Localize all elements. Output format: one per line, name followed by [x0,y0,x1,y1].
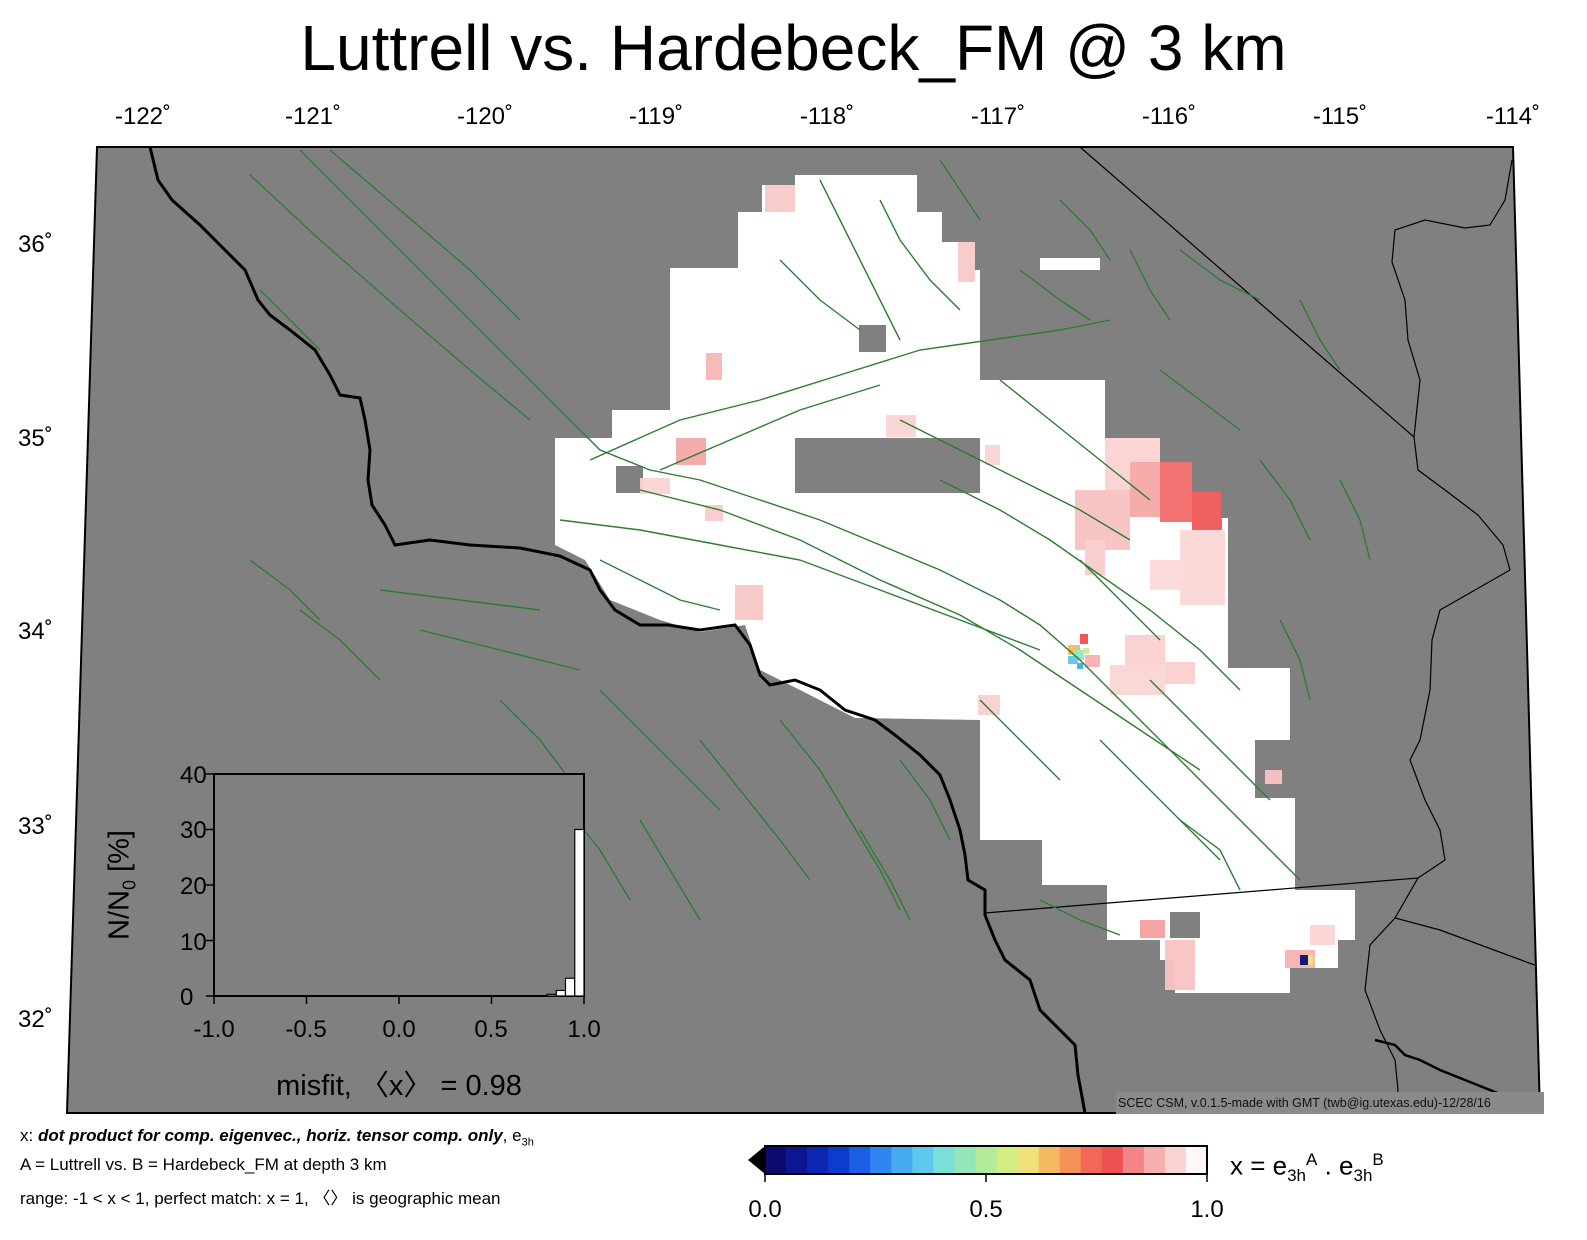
coastline [148,147,1087,1113]
histogram-bars [546,828,585,997]
histogram-bar [546,993,557,997]
lat-label-36: 36˚ [18,231,53,258]
colorbar-swatch [765,1146,787,1174]
hist-ylabel-main: N/N [103,890,136,940]
lat-label-34: 34˚ [18,618,53,645]
caption-line-3: range: -1 < x < 1, perfect match: x = 1,… [20,1189,501,1208]
hist-ytick-20: 20 [180,873,207,900]
colorbar-swatch [891,1146,913,1174]
histogram-bar [574,828,585,997]
lon-label-115: -115˚ [1312,103,1368,130]
formula-sub2: 3h [1353,1165,1373,1185]
histogram-inset [206,773,585,1004]
colorbar-swatch [828,1146,850,1174]
histogram-bar [555,989,567,997]
formula-x: x = e [1230,1150,1288,1181]
misfit-patches [640,185,1335,990]
colorbar-swatch [1017,1146,1040,1174]
colorbar-swatch [912,1146,934,1174]
caption-line-2: A = Luttrell vs. B = Hardebeck_FM at dep… [20,1155,387,1174]
caption-suffix: , e [502,1126,522,1145]
histogram-bar [564,977,576,997]
hist-xtick-1: 1.0 [567,1016,601,1043]
lon-label-121: -121˚ [284,103,342,130]
colorbar-label-05: 0.5 [969,1196,1003,1223]
colorbar-swatch [933,1146,955,1174]
formula-sub1: 3h [1287,1165,1307,1185]
colorbar-swatch [996,1146,1019,1174]
caption-prefix: x: [20,1126,38,1145]
histogram-plot-area [213,773,585,997]
lon-label-122: -122˚ [114,103,172,130]
histogram-ticks [206,773,585,1004]
no-data-block [1170,912,1200,938]
hist-xtick-05: 0.5 [474,1016,508,1043]
colorbar-swatches [765,1146,1208,1174]
lon-label-118: -118˚ [799,103,855,130]
caption-bold: dot product for comp. eigenvec., horiz. … [37,1126,503,1145]
caption-line-1: x: dot product for comp. eigenvec., hori… [20,1126,534,1148]
map-title: Luttrell vs. Hardebeck_FM @ 3 km [300,12,1287,84]
colorbar-swatch [807,1146,829,1174]
colorbar-swatch [1101,1146,1124,1174]
lon-label-117: -117˚ [970,103,1026,130]
colorbar-swatch [1143,1146,1166,1174]
hist-ylabel: N/N0 [%] [104,830,141,940]
colorbar-formula: x = e3hA . e3hB [1230,1150,1384,1186]
lat-label-35: 35˚ [18,425,53,452]
no-data-block [1040,258,1100,270]
no-data-block [980,270,1105,380]
lon-label-119: -119˚ [628,103,684,130]
colorbar-swatch [786,1146,808,1174]
no-data-block [859,325,886,352]
hist-xtick-m05: -0.5 [285,1016,327,1043]
hist-ytick-0: 0 [180,984,194,1011]
hist-ytick-40: 40 [180,762,207,789]
colorado-river [1364,159,1513,1113]
colorbar-label-1: 1.0 [1190,1196,1224,1223]
no-data-block [616,466,643,493]
colorbar-swatch [870,1146,892,1174]
formula-sup2: B [1372,1150,1384,1169]
lon-label-120: -120˚ [456,103,514,130]
colorbar-swatch [849,1146,871,1174]
hist-xlabel: misfit, 〈x〉 = 0.98 [276,1070,522,1102]
political-borders [984,147,1540,968]
colorbar-swatch [1164,1146,1187,1174]
colorbar-swatch [1080,1146,1103,1174]
lon-label-116: -116˚ [1141,103,1197,130]
colorbar-swatch [975,1146,998,1174]
colorbar [748,1145,1208,1182]
colorbar-swatch [1122,1146,1145,1174]
hist-xtick-m1: -1.0 [193,1016,235,1043]
lon-label-114: -114˚ [1485,103,1541,130]
hist-ytick-30: 30 [180,817,207,844]
formula-sup1: A [1306,1150,1318,1169]
colorbar-swatch [1038,1146,1061,1174]
colorbar-swatch [954,1146,976,1174]
colorbar-label-0: 0.0 [748,1196,782,1223]
credit-label: SCEC CSM, v.0.1.5-made with GMT (twb@ig.… [1116,1092,1544,1114]
lat-label-33: 33˚ [18,813,53,840]
caption-sub: 3h [521,1136,534,1149]
colorbar-underflow-triangle [748,1146,765,1174]
colorbar-swatch [1059,1146,1082,1174]
hist-ylabel-tail: [%] [103,830,136,880]
lat-label-32: 32˚ [18,1006,53,1033]
colorbar-swatch [1185,1146,1208,1174]
hist-ylabel-sub: 0 [119,880,140,891]
formula-dot: . e [1317,1150,1354,1181]
fault-traces [249,149,1371,936]
coverage-region [555,175,1355,993]
hist-ytick-10: 10 [180,929,207,956]
hist-xtick-0: 0.0 [382,1016,416,1043]
